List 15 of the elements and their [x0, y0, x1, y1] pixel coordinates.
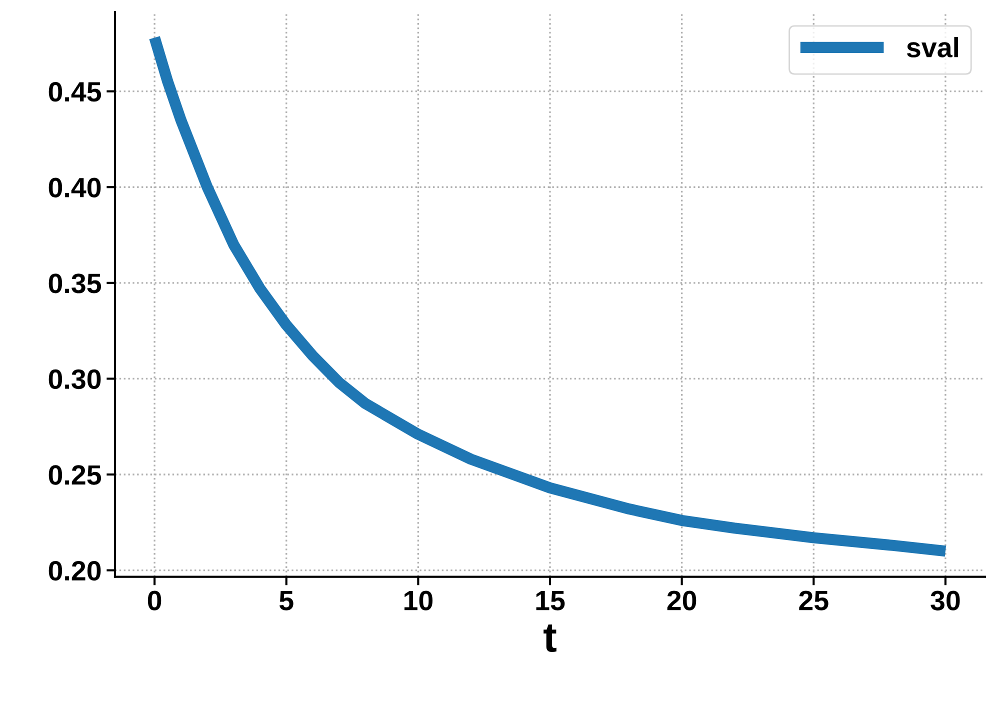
y-tick-label: 0.20 — [48, 560, 101, 581]
y-tick-label: 0.45 — [48, 82, 102, 102]
y-tick-label: 0.25 — [48, 465, 102, 485]
x-tick-label: 20 — [667, 590, 696, 610]
x-tick-label: 30 — [930, 590, 960, 610]
x-tick-label: 25 — [799, 590, 828, 610]
legend-label: sval — [906, 37, 958, 58]
x-tick-label: 15 — [536, 591, 565, 610]
y-tick-label: 0.40 — [48, 178, 101, 198]
x-tick-label: 5 — [279, 591, 294, 610]
x-tick-label: 0 — [148, 590, 162, 610]
y-tick-label: 0.30 — [48, 369, 101, 390]
x-tick-label: 10 — [404, 590, 432, 610]
y-tick-label: 0.35 — [48, 274, 102, 294]
x-axis-title: t — [544, 624, 556, 652]
